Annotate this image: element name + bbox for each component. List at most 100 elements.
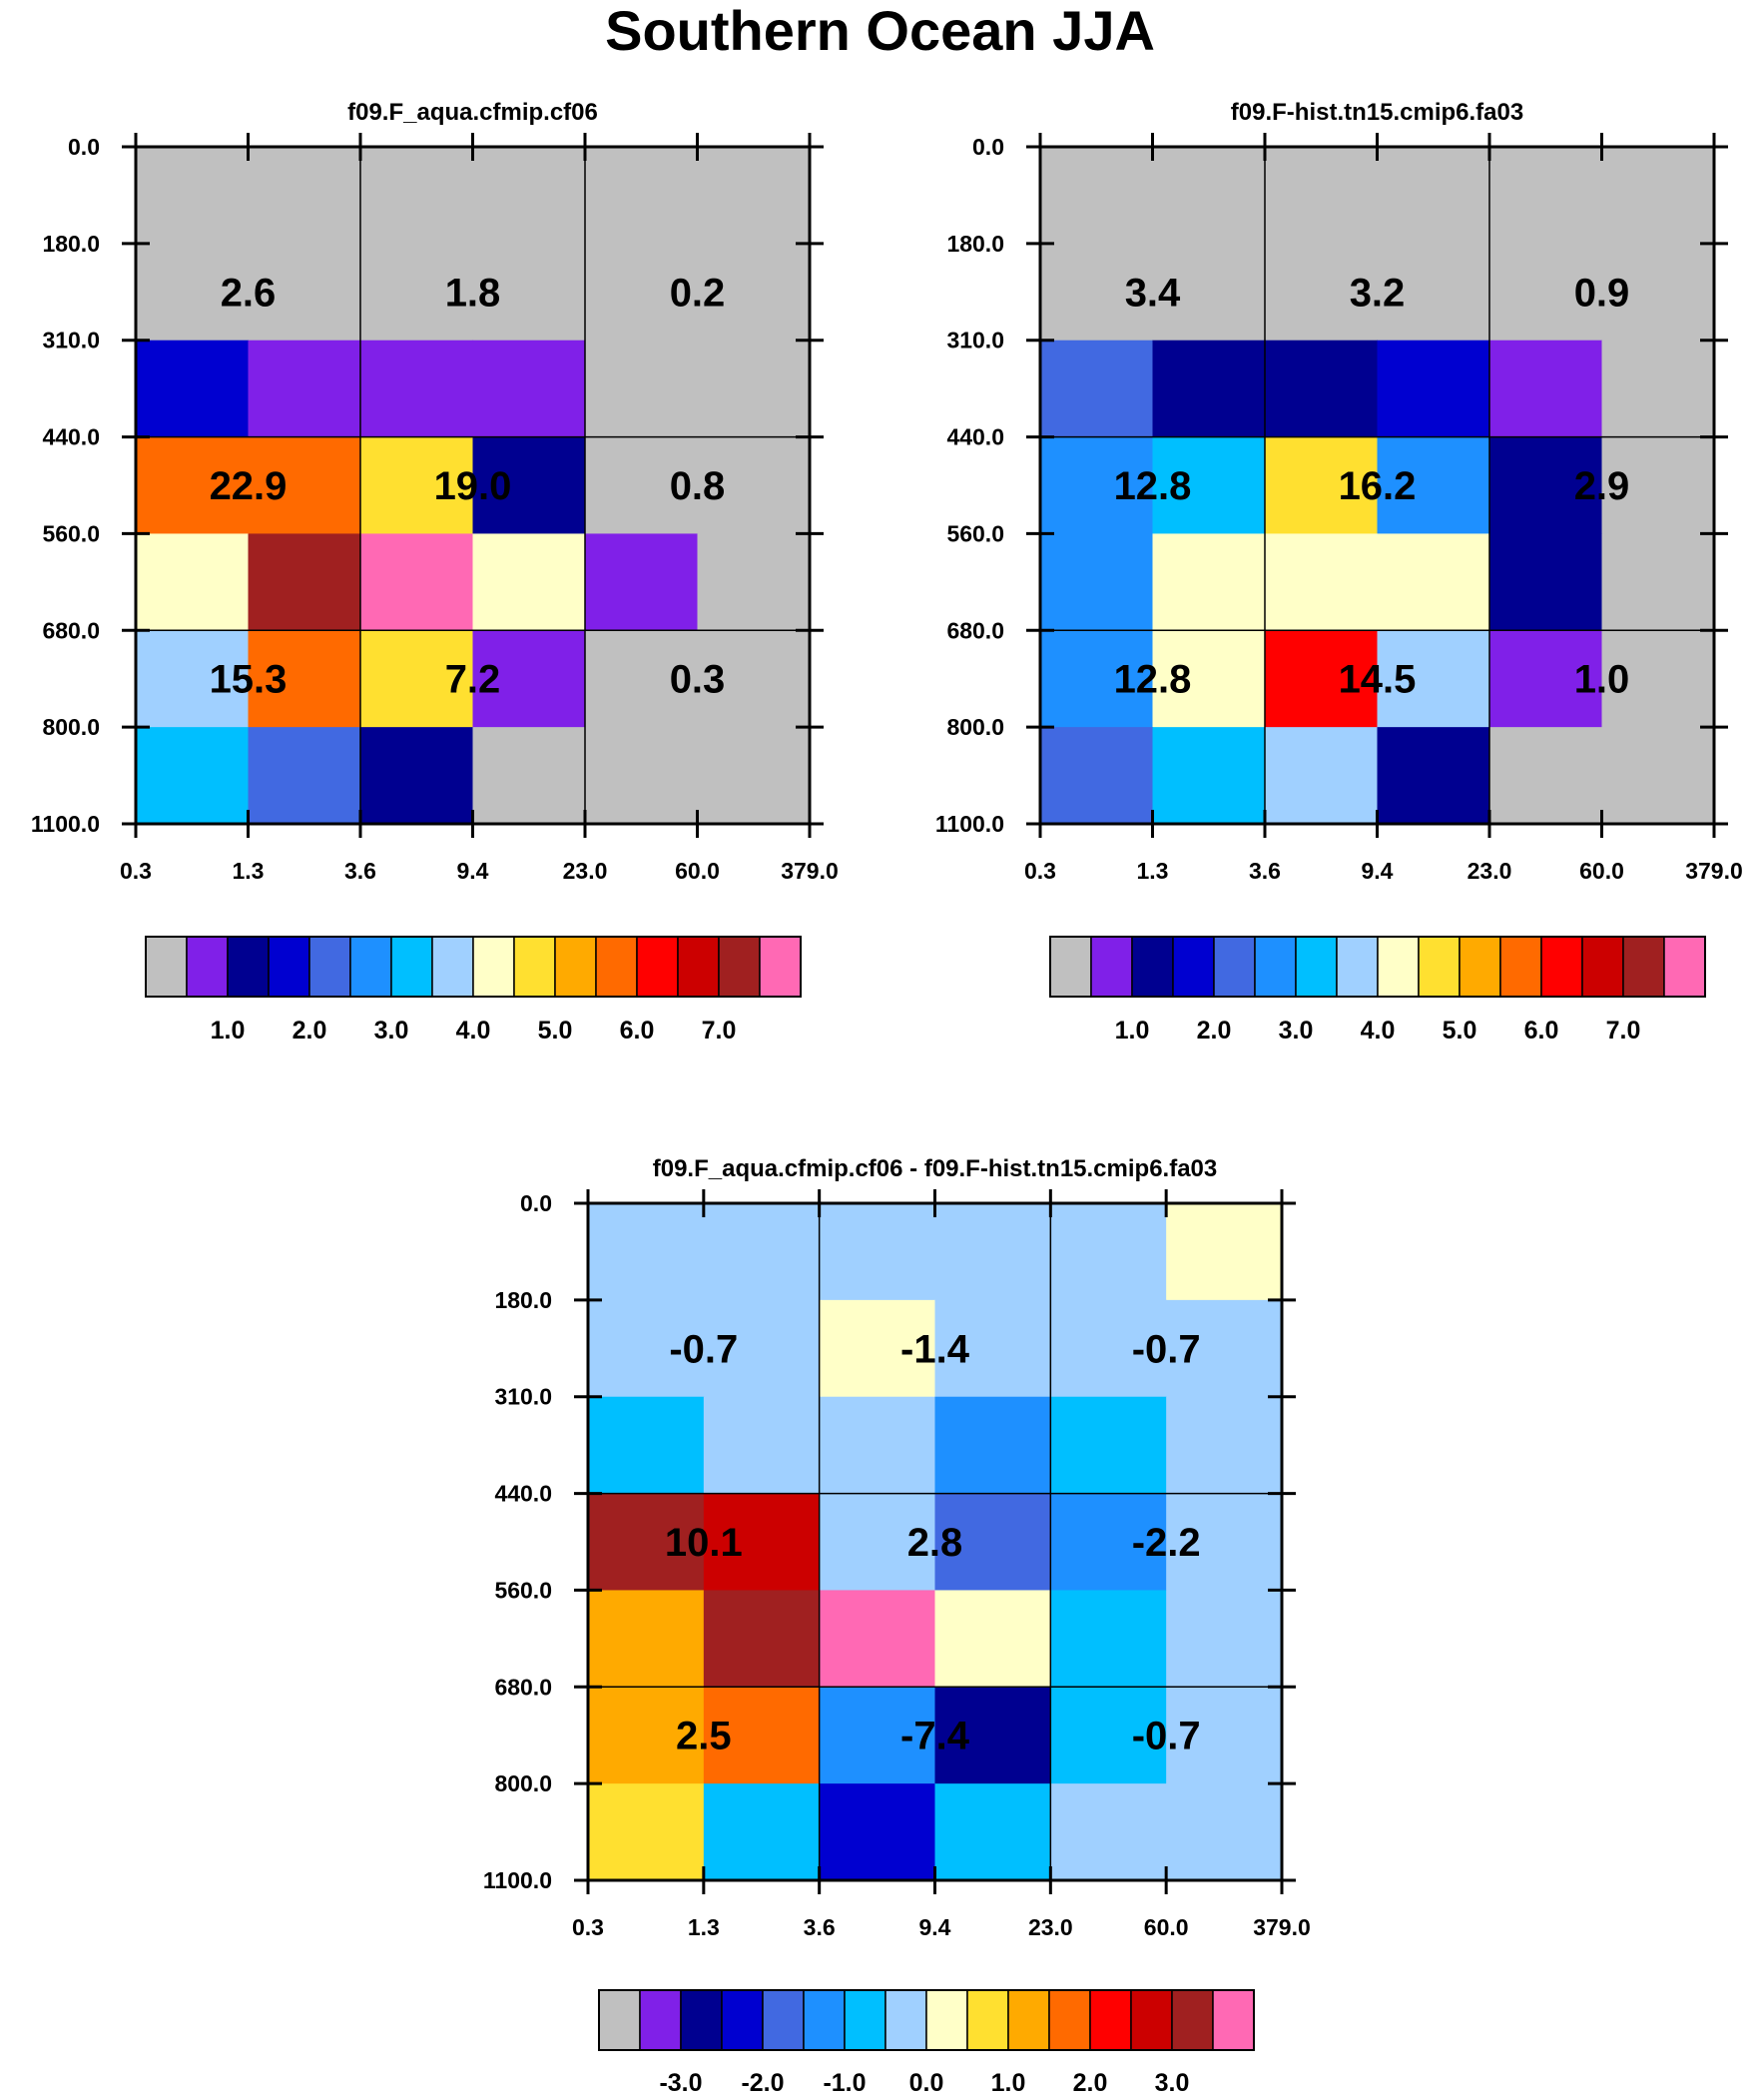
box-value-label: 2.5 xyxy=(676,1715,732,1758)
heatmap-cell xyxy=(1166,1396,1283,1495)
heatmap-cell xyxy=(1377,147,1490,245)
box-value-label: 0.8 xyxy=(670,464,726,508)
colorbar-swatch xyxy=(1295,936,1338,998)
box-value-label: 1.8 xyxy=(445,271,501,315)
heatmap-cell xyxy=(1152,340,1266,438)
y-tick-label: 1100.0 xyxy=(483,1867,552,1893)
heatmap-cell xyxy=(136,436,250,535)
heatmap-cell xyxy=(1601,533,1715,631)
colorbar-swatch xyxy=(1130,1989,1173,2051)
x-tick-label: 3.6 xyxy=(344,858,376,884)
heatmap-cell xyxy=(934,1590,1051,1688)
heatmap-cell xyxy=(697,727,811,825)
heatmap-cell xyxy=(360,243,474,342)
heatmap-cell xyxy=(136,727,250,825)
heatmap-cell xyxy=(1601,340,1715,438)
heatmap-cell xyxy=(472,727,586,825)
x-tick-label: 60.0 xyxy=(1144,1914,1189,1940)
heatmap-cell xyxy=(248,243,361,342)
box-value-label: -1.4 xyxy=(900,1327,970,1371)
colorbar-swatch xyxy=(721,1989,764,2051)
heatmap-cell xyxy=(1152,533,1266,631)
heatmap-cell xyxy=(585,340,699,438)
heatmap-cell xyxy=(1040,340,1154,438)
x-tick-label: 60.0 xyxy=(1579,858,1624,884)
heatmap-cell xyxy=(819,1493,936,1592)
box-value-label: -0.7 xyxy=(1132,1715,1201,1758)
box-value-label: 1.0 xyxy=(1574,658,1630,702)
y-tick-label: 800.0 xyxy=(946,714,1004,740)
box-value-label: 7.2 xyxy=(445,658,501,702)
heatmap-cell xyxy=(703,1396,821,1495)
heatmap-cell xyxy=(1489,533,1603,631)
colorbar-frame xyxy=(1049,936,1706,998)
colorbar-swatch xyxy=(349,936,392,998)
x-tick-label: 0.3 xyxy=(1024,858,1056,884)
colorbar-swatch xyxy=(803,1989,846,2051)
colorbar-label: 3.0 xyxy=(1155,2069,1190,2097)
heatmap-cell xyxy=(697,147,811,245)
x-tick-label: 9.4 xyxy=(457,858,489,884)
colorbar-label: 4.0 xyxy=(456,1017,491,1045)
heatmap-cell xyxy=(1152,727,1266,825)
colorbar-label: 6.0 xyxy=(620,1017,655,1045)
heatmap-cell xyxy=(1377,340,1490,438)
colorbar-label: 1.0 xyxy=(1115,1017,1150,1045)
colorbar-frame xyxy=(145,936,802,998)
box-value-label: 14.5 xyxy=(1339,658,1417,702)
heatmap-cell xyxy=(1166,1687,1283,1784)
colorbar-swatch xyxy=(1049,936,1092,998)
colorbar-swatch xyxy=(636,936,679,998)
heatmap-cell xyxy=(703,1590,821,1688)
heatmap-cell xyxy=(934,1203,1051,1301)
box-value-label: -0.7 xyxy=(1132,1327,1201,1371)
heatmap-cell xyxy=(248,436,361,535)
box-value-label: -2.2 xyxy=(1132,1521,1201,1565)
heatmap-cell xyxy=(585,630,699,728)
colorbar-label: 6.0 xyxy=(1524,1017,1559,1045)
colorbar-swatch xyxy=(1254,936,1297,998)
heatmap-cell xyxy=(136,340,250,438)
heatmap-cell xyxy=(697,436,811,535)
heatmap-cell xyxy=(585,727,699,825)
panel-title: f09.F_aqua.cfmip.cf06 xyxy=(347,99,598,126)
x-tick-label: 3.6 xyxy=(1249,858,1281,884)
box-value-label: 12.8 xyxy=(1114,464,1192,508)
colorbar-swatch xyxy=(227,936,270,998)
y-tick-label: 440.0 xyxy=(494,1481,552,1507)
y-tick-label: 180.0 xyxy=(494,1287,552,1313)
heatmap-cell xyxy=(248,533,361,631)
colorbar-label: 7.0 xyxy=(702,1017,737,1045)
x-tick-label: 0.3 xyxy=(572,1914,604,1940)
heatmap-cell xyxy=(585,147,699,245)
colorbar-label: 3.0 xyxy=(374,1017,409,1045)
colorbar-swatch xyxy=(1581,936,1624,998)
heatmap-cell xyxy=(1152,243,1266,342)
colorbar-swatch xyxy=(554,936,597,998)
panel-3: f09.F_aqua.cfmip.cf06 - f09.F-hist.tn15.… xyxy=(483,1155,1311,2097)
heatmap-cell xyxy=(934,1687,1051,1784)
box-value-label: 16.2 xyxy=(1339,464,1417,508)
heatmap-cell xyxy=(819,1687,936,1784)
heatmap-cell xyxy=(1377,727,1490,825)
box-value-label: 3.4 xyxy=(1125,271,1181,315)
box-value-label: -7.4 xyxy=(900,1715,970,1758)
heatmap-cell xyxy=(819,1783,936,1881)
panel-2: f09.F-hist.tn15.cmip6.fa03 0.0 180.0 310.0 4… xyxy=(935,99,1743,1045)
colorbar-swatch xyxy=(677,936,720,998)
heatmap-cell xyxy=(360,147,474,245)
heatmap-cell xyxy=(1489,727,1603,825)
box-value-label: 10.1 xyxy=(665,1521,743,1565)
colorbar-swatch xyxy=(718,936,761,998)
x-tick-label: 379.0 xyxy=(1253,1914,1311,1940)
heatmap-cell xyxy=(1040,630,1154,728)
colorbar-swatch xyxy=(1089,1989,1132,2051)
colorbar-swatch xyxy=(186,936,229,998)
figure-title: Southern Ocean JJA xyxy=(605,0,1155,62)
heatmap-cell xyxy=(1040,243,1154,342)
heatmap-cell xyxy=(934,1783,1051,1881)
x-tick-label: 9.4 xyxy=(919,1914,951,1940)
colorbar-swatch xyxy=(680,1989,723,2051)
heatmap-cell xyxy=(1152,147,1266,245)
heatmap-cell xyxy=(1601,147,1715,245)
